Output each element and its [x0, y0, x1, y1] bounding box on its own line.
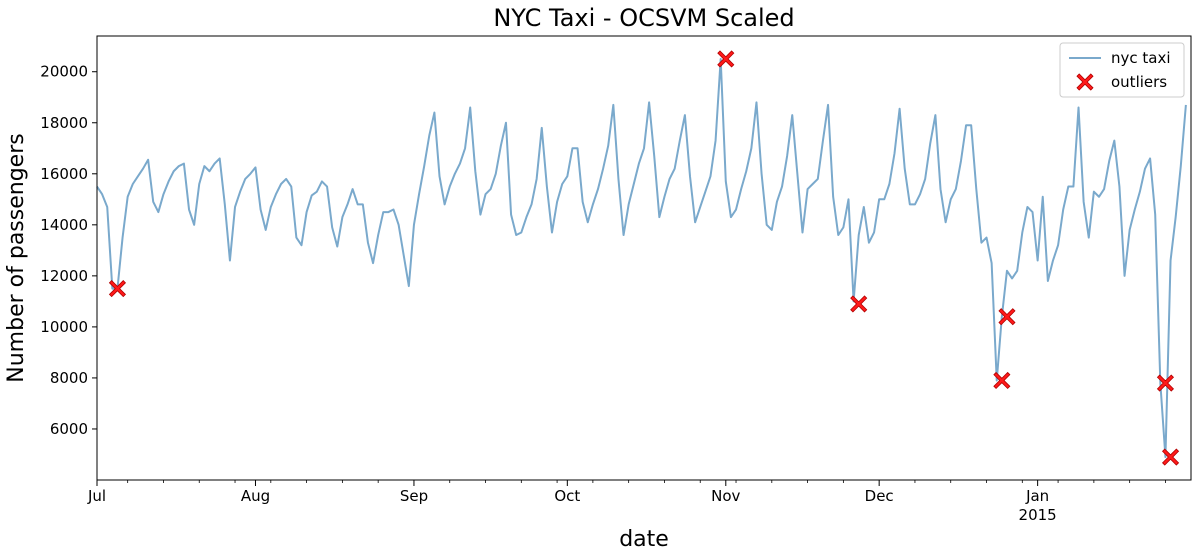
plot-frame	[96, 35, 1192, 481]
x-tick-year-label: 2015	[1019, 506, 1057, 524]
y-tick-label: 16000	[40, 165, 88, 183]
plot-area	[96, 50, 1187, 466]
y-tick-label: 14000	[40, 216, 88, 234]
y-tick-label: 20000	[40, 63, 88, 81]
series-line-nyc-taxi	[96, 57, 1187, 459]
x-axis-label: date	[619, 527, 669, 552]
chart-title: NYC Taxi - OCSVM Scaled	[493, 4, 794, 32]
y-tick-label: 18000	[40, 114, 88, 132]
x-tick-label: Jul	[87, 487, 106, 505]
y-axis-label: Number of passengers	[4, 133, 29, 382]
legend-marker-x	[1076, 73, 1094, 91]
x-tick-label: Aug	[241, 487, 270, 505]
legend-box	[1059, 42, 1185, 98]
legend-outlier-marker	[1076, 73, 1094, 91]
outlier-marker	[850, 295, 868, 313]
outlier-marker	[993, 371, 1011, 390]
y-tick-label: 10000	[40, 318, 88, 336]
legend: nyc taxi outliers	[1059, 42, 1185, 98]
outlier-marker	[108, 280, 127, 298]
y-axis: 6000 8000 10000 12000 14000 16000 18000 20000	[40, 63, 97, 438]
x-tick-label: Dec	[865, 487, 894, 505]
x-tick-label: Nov	[711, 487, 740, 505]
y-tick-label: 8000	[50, 369, 88, 387]
legend-label-outliers: outliers	[1111, 73, 1167, 91]
x-tick-label: Jan	[1025, 487, 1049, 505]
y-tick-label: 12000	[40, 267, 88, 285]
x-tick-label: Sep	[400, 487, 428, 505]
outlier-marker	[717, 50, 735, 68]
y-tick-label: 6000	[50, 420, 88, 438]
outlier-marker	[1161, 448, 1180, 466]
legend-label-series: nyc taxi	[1111, 49, 1171, 67]
x-tick-label: Oct	[554, 487, 580, 505]
outlier-marker	[1156, 374, 1175, 392]
outlier-marker	[998, 308, 1016, 326]
